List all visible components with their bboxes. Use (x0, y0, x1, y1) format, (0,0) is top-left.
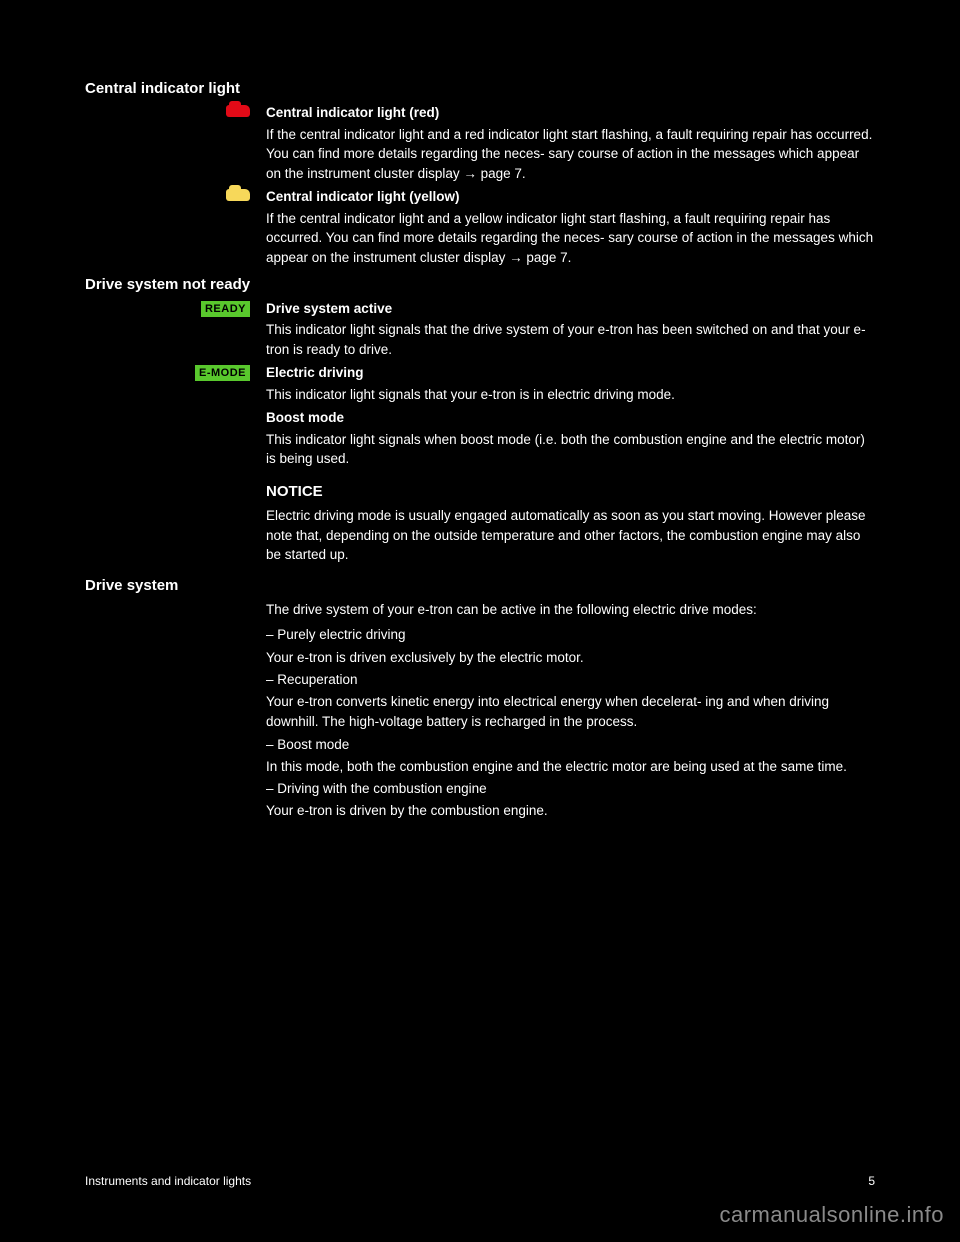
entry-yellow-text: Central indicator light (yellow) If the … (266, 187, 875, 267)
entry-emode-body: This indicator light signals that your e… (266, 385, 875, 405)
list-item: Your e-tron is driven by the combustion … (266, 801, 875, 821)
section-title-central-indicator: Central indicator light (85, 80, 875, 97)
entry-yellow-body: If the central indicator light and a yel… (266, 209, 875, 268)
list-item: – Boost mode (266, 735, 875, 755)
notice-body: Electric driving mode is usually engaged… (266, 506, 875, 565)
entry-cv-title: Boost mode (266, 408, 875, 428)
entry-ready-text: Drive system active This indicator light… (266, 299, 875, 360)
watermark: carmanualsonline.info (719, 1202, 944, 1228)
list-item: – Purely electric driving (266, 625, 875, 645)
drive-intro: The drive system of your e-tron can be a… (266, 600, 875, 620)
entry-emode-title: Electric driving (266, 363, 875, 383)
footer-right: 5 (868, 1174, 875, 1188)
emode-badge-icon: E-MODE (85, 363, 250, 381)
entry-cv-body: This indicator light signals when boost … (266, 430, 875, 469)
notice-heading: NOTICE (266, 483, 875, 500)
page-footer: Instruments and indicator lights 5 (0, 1174, 960, 1188)
entry-ready-title: Drive system active (266, 299, 875, 319)
ready-badge: READY (201, 301, 250, 317)
entry-red-title: Central indicator light (red) (266, 103, 875, 123)
ready-badge-icon: READY (85, 299, 250, 317)
list-item: Your e-tron converts kinetic energy into… (266, 692, 875, 733)
car-icon-yellow (85, 187, 250, 201)
entry-yellow-title: Central indicator light (yellow) (266, 187, 875, 207)
entry-emode: E-MODE Electric driving This indicator l… (85, 363, 875, 404)
cv-badge-icon (85, 408, 250, 410)
car-icon-red (85, 103, 250, 117)
emode-badge: E-MODE (195, 365, 250, 381)
entry-ready-body: This indicator light signals that the dr… (266, 320, 875, 359)
list-item: Your e-tron is driven exclusively by the… (266, 648, 875, 668)
entry-cv-text: Boost mode This indicator light signals … (266, 408, 875, 469)
list-item: – Driving with the combustion engine (266, 779, 875, 799)
footer-left: Instruments and indicator lights (85, 1174, 251, 1188)
list-item: – Recuperation (266, 670, 875, 690)
entry-cv: Boost mode This indicator light signals … (85, 408, 875, 469)
entry-yellow: Central indicator light (yellow) If the … (85, 187, 875, 267)
entry-ready: READY Drive system active This indicator… (85, 299, 875, 360)
section-title-drive-not-ready: Drive system not ready (85, 276, 875, 293)
entry-emode-text: Electric driving This indicator light si… (266, 363, 875, 404)
entry-red: Central indicator light (red) If the cen… (85, 103, 875, 183)
list-item: In this mode, both the combustion engine… (266, 757, 875, 777)
entry-red-body: If the central indicator light and a red… (266, 125, 875, 184)
section-title-drive-system: Drive system (85, 577, 875, 594)
entry-red-text: Central indicator light (red) If the cen… (266, 103, 875, 183)
drive-list: – Purely electric driving Your e-tron is… (266, 625, 875, 821)
